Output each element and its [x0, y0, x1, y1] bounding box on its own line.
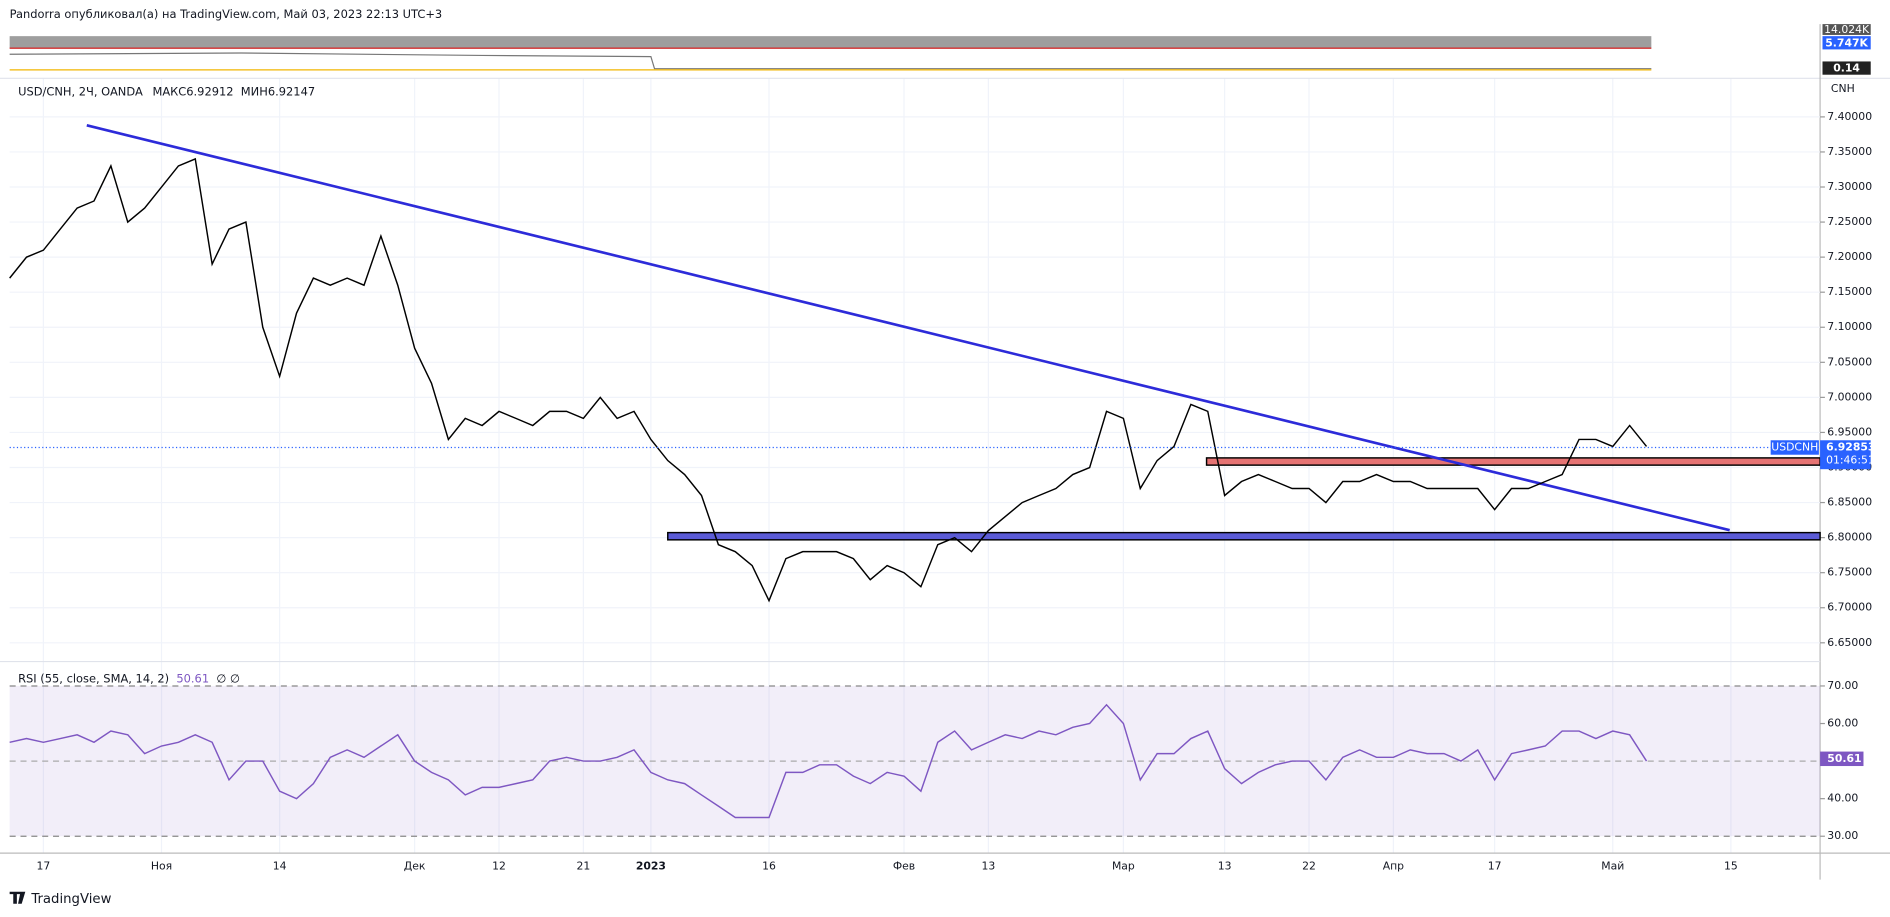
y-tick-label: 6.95000: [1827, 425, 1872, 438]
resistance-zone: [1205, 457, 1821, 466]
support-zone: [667, 531, 1821, 541]
x-tick-label: 16: [762, 859, 776, 872]
x-tick-label: Апр: [1383, 859, 1404, 872]
series-name: USDCNH: [1771, 440, 1818, 453]
x-tick-label: 14: [273, 859, 287, 872]
x-tick-label: Дек: [404, 859, 426, 872]
y-tick-label: 7.10000: [1827, 320, 1872, 333]
y-tick-label: 7.05000: [1827, 355, 1872, 368]
mini-label: 0.14: [1833, 62, 1860, 75]
x-tick-label: 17: [37, 859, 51, 872]
x-tick-label: 12: [492, 859, 506, 872]
last-price-box: [1820, 440, 1871, 470]
rsi-extra: ∅ ∅: [216, 671, 240, 685]
mini-label: 14.024K: [1824, 23, 1870, 36]
rsi-value: 50.61: [176, 671, 209, 685]
rsi-title: RSI (55, close, SMA, 14, 2): [18, 671, 169, 685]
series-name-box: [1770, 440, 1819, 455]
high: МАКС6.92912: [152, 84, 233, 98]
y-tick-label: 6.70000: [1827, 601, 1872, 614]
y-tick-label: 7.15000: [1827, 285, 1872, 298]
x-tick-label: 22: [1302, 859, 1316, 872]
y-tick-label: 6.80000: [1827, 531, 1872, 544]
y-tick-label: 6.65000: [1827, 636, 1872, 649]
rsi-value-box: [1820, 751, 1864, 767]
y-tick-label: 6.85000: [1827, 496, 1872, 509]
countdown: 01:46:51: [1826, 454, 1875, 467]
trend-line: [86, 124, 1731, 532]
y-tick-label: 7.35000: [1827, 145, 1872, 158]
x-tick-label: 2023: [636, 859, 666, 872]
x-tick-label: 21: [577, 859, 591, 872]
y-tick-label: 60.00: [1827, 717, 1858, 730]
rsi-legend: RSI (55, close, SMA, 14, 2) 50.61 ∅ ∅: [18, 671, 240, 685]
y-tick-label: 7.40000: [1827, 110, 1872, 123]
symbol: USD/CNH, 2Ч, OANDA: [18, 84, 143, 98]
y-tick-label: 6.75000: [1827, 566, 1872, 579]
x-tick-label: Ноя: [151, 859, 172, 872]
x-tick-label: 13: [1218, 859, 1232, 872]
rsi-value-label: 50.61: [1827, 752, 1861, 765]
x-tick-label: 13: [982, 859, 996, 872]
y-tick-label: 7.25000: [1827, 215, 1872, 228]
logo: [9, 891, 26, 904]
series-line: [9, 157, 1648, 603]
y-tick-label: 7.30000: [1827, 180, 1872, 193]
y-tick-label: 30.00: [1827, 829, 1858, 842]
y-tick-label: 70.00: [1827, 679, 1858, 692]
x-tick-label: 15: [1724, 859, 1738, 872]
mini-label: 5.747K: [1825, 36, 1868, 49]
byline: Pandorra опубликовал(а) на TradingView.c…: [10, 7, 443, 21]
currency: CNH: [1831, 82, 1855, 95]
x-tick-label: Май: [1601, 859, 1624, 872]
last-price: 6.92853: [1826, 440, 1875, 453]
y-tick-label: 7.20000: [1827, 250, 1872, 263]
x-tick-label: Фев: [893, 859, 915, 872]
y-tick-label: 40.00: [1827, 792, 1858, 805]
series-line: [9, 703, 1648, 819]
mini-line: [9, 52, 1652, 70]
footer: TradingView: [30, 892, 111, 907]
symbol-line: USD/CNH, 2Ч, OANDA МАКС6.92912 МИН6.92147: [18, 84, 315, 98]
y-tick-label: 7.00000: [1827, 390, 1872, 403]
mini-label-box: [1822, 36, 1871, 50]
low: МИН6.92147: [241, 84, 315, 98]
x-tick-label: 17: [1488, 859, 1502, 872]
mini-label-box: [1822, 24, 1871, 35]
x-tick-label: Мар: [1112, 859, 1135, 872]
mini-volume: [9, 36, 1652, 49]
mini-label-box: [1822, 61, 1871, 75]
